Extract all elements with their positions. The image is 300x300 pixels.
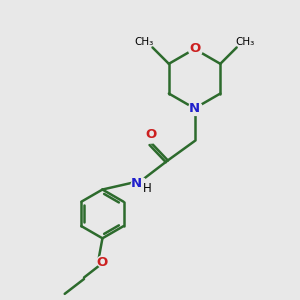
- Text: O: O: [96, 256, 107, 268]
- Text: H: H: [143, 182, 152, 194]
- Text: O: O: [189, 42, 200, 56]
- Text: O: O: [145, 128, 157, 141]
- Text: N: N: [130, 177, 142, 190]
- Text: CH₃: CH₃: [135, 37, 154, 46]
- Text: CH₃: CH₃: [235, 37, 254, 46]
- Text: N: N: [189, 102, 200, 115]
